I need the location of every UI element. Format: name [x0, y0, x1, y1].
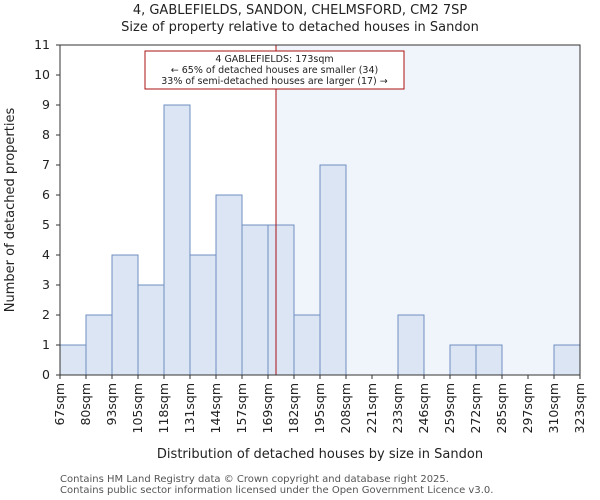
x-tick-label: 144sqm: [208, 383, 223, 433]
footer-licence: Contains public sector information licen…: [60, 485, 494, 496]
footer-copyright: Contains HM Land Registry data © Crown c…: [60, 474, 449, 485]
annotation-line-2: ← 65% of detached houses are smaller (34…: [171, 65, 378, 76]
y-axis-label: Number of detached properties: [3, 108, 18, 313]
x-tick-label: 105sqm: [130, 383, 145, 433]
chart-title: Size of property relative to detached ho…: [121, 20, 479, 35]
x-tick-label: 80sqm: [78, 383, 93, 426]
histogram-bar: [293, 314, 321, 376]
histogram-bar: [111, 254, 139, 376]
histogram-bar: [449, 344, 477, 376]
x-tick-label: 67sqm: [52, 383, 67, 426]
y-tick-label: 6: [42, 187, 50, 202]
plot-frame: [59, 44, 581, 376]
histogram-bar: [241, 224, 269, 376]
x-tick-label: 310sqm: [546, 383, 561, 433]
histogram-bar: [319, 164, 347, 376]
x-tick-label: 182sqm: [286, 383, 301, 433]
histogram-bar: [215, 194, 243, 376]
chart-title-address: 4, GABLEFIELDS, SANDON, CHELMSFORD, CM2 …: [132, 3, 468, 18]
y-tick-label: 0: [42, 367, 50, 382]
y-tick-label: 2: [42, 307, 50, 322]
x-axis-label: Distribution of detached houses by size …: [157, 447, 483, 462]
annotation-box: 4 GABLEFIELDS: 173sqm ← 65% of detached …: [144, 50, 405, 90]
y-tick-label: 3: [42, 277, 50, 292]
y-tick-label: 1: [42, 337, 50, 352]
y-tick-label: 5: [42, 217, 50, 232]
histogram-bar: [553, 344, 581, 376]
x-tick-label: 259sqm: [442, 383, 457, 433]
y-tick-label: 4: [42, 247, 50, 262]
annotation-line-3: 33% of semi-detached houses are larger (…: [161, 76, 388, 87]
y-tick-label: 8: [42, 127, 50, 142]
y-tick-label: 7: [42, 157, 50, 172]
histogram-bar: [189, 254, 217, 376]
histogram-bar: [475, 344, 503, 376]
y-tick-label: 10: [34, 67, 50, 82]
histogram-bar: [397, 314, 425, 376]
x-tick-label: 272sqm: [468, 383, 483, 433]
x-tick-label: 157sqm: [234, 383, 249, 433]
histogram-bar: [267, 224, 295, 376]
x-tick-label: 221sqm: [364, 383, 379, 433]
x-tick-label: 285sqm: [494, 383, 509, 433]
histogram-bar: [137, 284, 165, 376]
histogram-bar: [163, 104, 191, 376]
x-tick-label: 93sqm: [104, 383, 119, 426]
x-tick-label: 208sqm: [338, 383, 353, 433]
x-tick-label: 169sqm: [260, 383, 275, 433]
x-tick-label: 118sqm: [156, 383, 171, 433]
histogram-bar: [59, 344, 87, 376]
histogram-bar: [85, 314, 113, 376]
y-tick-label: 11: [34, 37, 50, 52]
x-tick-label: 195sqm: [312, 383, 327, 433]
x-tick-label: 131sqm: [182, 383, 197, 433]
x-tick-label: 297sqm: [520, 383, 535, 433]
annotation-line-1: 4 GABLEFIELDS: 173sqm: [215, 54, 333, 65]
x-tick-label: 233sqm: [390, 383, 405, 433]
x-tick-label: 246sqm: [416, 383, 431, 433]
x-tick-label: 323sqm: [572, 383, 587, 433]
y-tick-label: 9: [42, 97, 50, 112]
